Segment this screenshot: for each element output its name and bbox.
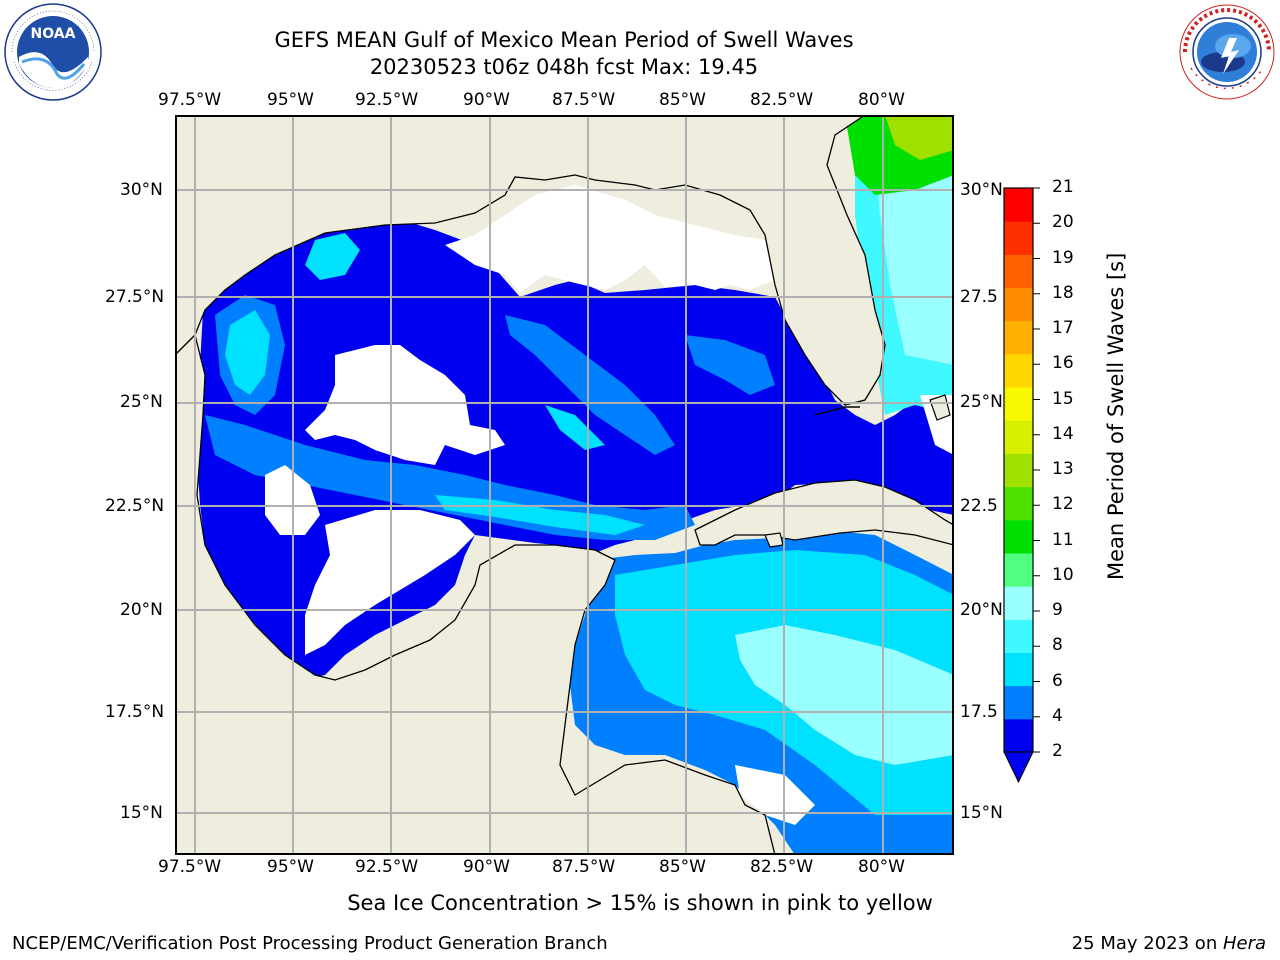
colorbar-segment (1004, 320, 1033, 355)
colorbar-segment (1004, 353, 1033, 388)
lat-label-left: 20°N (120, 600, 163, 620)
colorbar-tick-label: 20 (1052, 212, 1074, 233)
chart-title: GEFS MEAN Gulf of Mexico Mean Period of … (274, 28, 854, 52)
colorbar-tick-label: 6 (1052, 670, 1063, 691)
lat-label-right: 25°N (960, 392, 1003, 412)
land-mexico (175, 333, 776, 855)
gulf-band-4s-central (505, 315, 675, 455)
colorbar-segment (1004, 221, 1033, 255)
colorbar-label: Mean Period of Swell Waves [s] (1104, 252, 1128, 580)
florida-keys (814, 406, 860, 416)
lon-label-bottom: 90°W (463, 857, 510, 877)
lat-label-right: 15°N (960, 803, 1003, 823)
land-bahamas-andros (929, 394, 951, 421)
colorbar-segment (1004, 486, 1033, 521)
noaa-logo-text: NOAA (31, 26, 76, 42)
lat-label-left: 15°N (120, 803, 163, 823)
lon-label-top: 80°W (858, 90, 905, 110)
lat-label-left: 27.5°N (105, 287, 165, 307)
land-cuba (694, 479, 954, 546)
colorbar-tick-marks (1033, 187, 1040, 753)
colorbar-tick-label: 10 (1052, 564, 1074, 585)
colorbar-segment (1004, 188, 1033, 222)
lat-label-left: 17.5°N (105, 702, 165, 722)
map-frame (175, 115, 954, 855)
atlantic-fill-lime (885, 115, 954, 160)
colorbar-tick-label: 8 (1052, 635, 1063, 656)
colorbar-segment (1004, 586, 1033, 620)
date-value: 25 May 2023 on (1071, 933, 1223, 954)
host-name: Hera (1222, 933, 1266, 954)
lon-label-bottom: 87.5°W (552, 857, 616, 877)
colorbar-segment (1004, 552, 1033, 587)
lat-label-right: 27.5 (960, 287, 998, 307)
noaa-logo: NOAA (4, 3, 102, 101)
colorbar-segment (1004, 254, 1033, 289)
colorbar-tick-label: 17 (1052, 318, 1074, 338)
colorbar-tick-label: 12 (1052, 494, 1074, 515)
colorbar-tick-label: 13 (1052, 459, 1074, 479)
gulf-band-6s-west (225, 310, 270, 395)
colorbar-tick-label: 15 (1052, 388, 1074, 409)
lat-label-left: 22.5°N (105, 496, 165, 516)
colorbar-segment (1004, 287, 1033, 322)
colorbar-tick-label: 16 (1052, 353, 1074, 374)
colorbar-tick-label: 2 (1052, 741, 1063, 761)
lon-label-top: 90°W (463, 90, 510, 110)
lon-label-bottom: 92.5°W (355, 857, 419, 877)
nws-logo (1179, 4, 1275, 100)
colorbar-tick-label: 14 (1052, 423, 1074, 444)
colorbar-extend-triangle (1003, 751, 1034, 784)
colorbar-segment (1004, 453, 1033, 488)
colorbar-tick-label: 18 (1052, 282, 1074, 303)
colorbar-segment (1004, 718, 1033, 753)
lat-label-right: 20°N (960, 600, 1003, 620)
lat-label-left: 25°N (120, 392, 163, 412)
colorbar-segment (1004, 652, 1033, 687)
chart-subtitle: 20230523 t06z 048h fcst Max: 19.45 (369, 55, 759, 79)
lon-label-top: 97.5°W (158, 90, 222, 110)
sea-ice-note: Sea Ice Concentration > 15% is shown in … (347, 891, 933, 915)
colorbar-tick-label: 19 (1052, 247, 1074, 268)
gulf-of-mexico-map (175, 115, 954, 855)
date-text: 25 May 2023 on Hera (1072, 933, 1266, 954)
masked-area-honduras (735, 765, 815, 825)
colorbar-tick-label: 11 (1052, 529, 1074, 550)
lon-label-top: 92.5°W (355, 90, 419, 110)
colorbar-segment (1004, 619, 1033, 653)
lon-label-bottom: 97.5°W (158, 857, 222, 877)
lat-label-right: 22.5 (960, 496, 998, 516)
credit-text: NCEP/EMC/Verification Post Processing Pr… (12, 933, 608, 954)
colorbar-segment (1004, 519, 1033, 554)
graticule (175, 115, 954, 855)
atlantic-fill-9s (875, 145, 954, 365)
lat-label-left: 30°N (120, 180, 163, 200)
masked-shelf-north (445, 185, 780, 293)
lon-label-top: 95°W (267, 90, 314, 110)
gulf-band-6s-central (545, 405, 605, 450)
lon-label-top: 87.5°W (552, 90, 616, 110)
gulf-band-4s-west-tropical (205, 415, 695, 540)
masked-area-central (305, 345, 505, 465)
colorbar-segments (1004, 188, 1033, 753)
lat-label-right: 30°N (960, 180, 1003, 200)
lat-label-right: 17.5 (960, 702, 998, 722)
colorbar-segment (1004, 420, 1033, 454)
gulf-band-6s-north (305, 233, 360, 280)
lon-label-bottom: 82.5°W (750, 857, 814, 877)
lon-label-top: 85°W (659, 90, 706, 110)
colorbar-tick-label: 21 (1052, 177, 1074, 197)
colorbar-segment (1004, 387, 1033, 421)
colorbar-tick-label: 9 (1052, 600, 1063, 620)
lon-label-top: 82.5°W (750, 90, 814, 110)
colorbar-tick-label: 4 (1052, 705, 1063, 726)
lon-label-bottom: 95°W (267, 857, 314, 877)
gulf-band-4s-loop (685, 335, 775, 395)
colorbar-segment (1004, 685, 1033, 720)
lon-label-bottom: 85°W (659, 857, 706, 877)
lon-label-bottom: 80°W (858, 857, 905, 877)
colorbar (1003, 187, 1040, 784)
